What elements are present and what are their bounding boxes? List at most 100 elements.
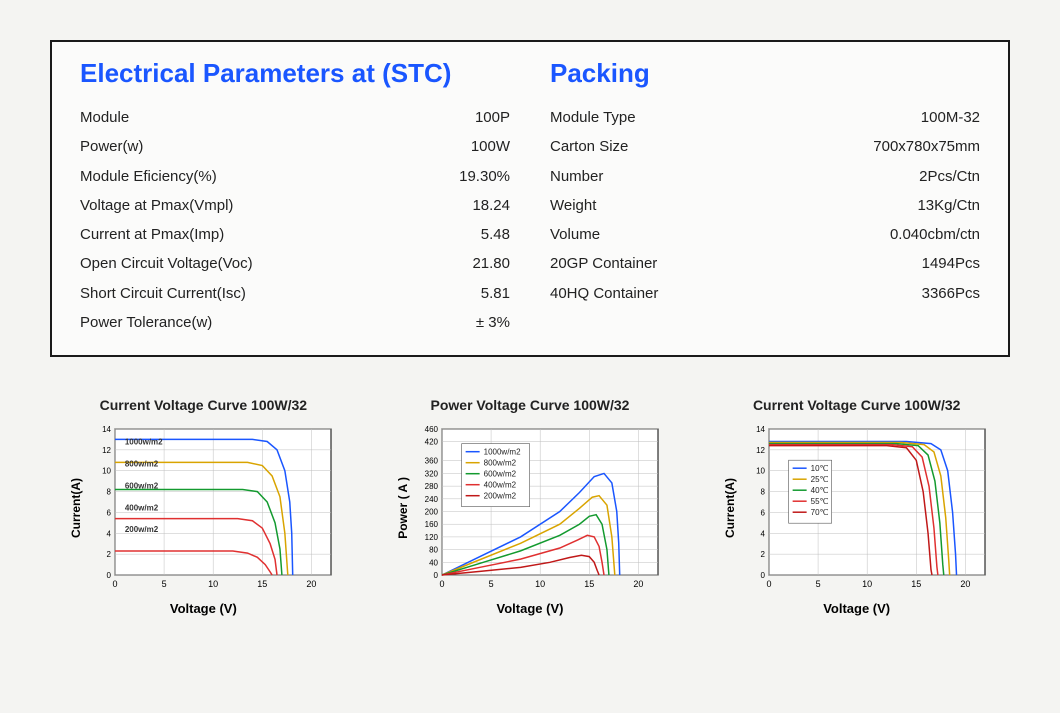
svg-text:0: 0 (766, 579, 771, 589)
svg-text:360: 360 (425, 457, 439, 466)
packing-row: Weight13Kg/Ctn (550, 191, 980, 220)
svg-text:120: 120 (425, 533, 439, 542)
packing-column: Packing Module Type 100M-32 Carton Size 700… (550, 58, 980, 337)
chart-svg: 0510152004080120160200240280320360420460… (414, 423, 664, 593)
spec-value: 21.80 (472, 249, 510, 278)
spec-value: 5.81 (481, 279, 510, 308)
spec-panel: Electrical Parameters at (STC) Module 100… (50, 40, 1010, 357)
spec-value: 1494Pcs (922, 249, 980, 278)
spec-label: Number (550, 162, 603, 191)
svg-text:20: 20 (960, 579, 970, 589)
svg-text:5: 5 (162, 579, 167, 589)
spec-label: Short Circuit Current(Isc) (80, 279, 246, 308)
spec-label: Voltage at Pmax(Vmpl) (80, 191, 233, 220)
x-axis-label: Voltage (V) (823, 601, 890, 616)
electrical-row: Voltage at Pmax(Vmpl) 18.24 (80, 191, 510, 220)
svg-text:0: 0 (760, 571, 765, 580)
electrical-row: Short Circuit Current(Isc) 5.81 (80, 279, 510, 308)
electrical-row: Module 100P (80, 103, 510, 132)
svg-text:240: 240 (425, 495, 439, 504)
spec-value: 19.30% (459, 162, 510, 191)
spec-value: 0.040cbm/ctn (890, 220, 980, 249)
spec-label: 40HQ Container (550, 279, 658, 308)
svg-text:6: 6 (107, 508, 112, 517)
svg-text:55℃: 55℃ (810, 497, 828, 506)
electrical-title: Electrical Parameters at (STC) (80, 58, 510, 89)
chart-svg: 05101520024681012141000w/m2800w/m2600w/m… (87, 423, 337, 593)
svg-text:600w/m2: 600w/m2 (484, 470, 517, 479)
spec-label: Carton Size (550, 132, 628, 161)
packing-row: 40HQ Container 3366Pcs (550, 279, 980, 308)
spec-value: 100M-32 (921, 103, 980, 132)
chart-pv: Power Voltage Curve 100W/32 Power ( A ) … (377, 397, 684, 616)
svg-text:800w/m2: 800w/m2 (125, 460, 159, 469)
electrical-row: Power Tolerance(w) ± 3% (80, 308, 510, 337)
svg-text:15: 15 (258, 579, 268, 589)
packing-row: Module Type 100M-32 (550, 103, 980, 132)
svg-text:10: 10 (756, 467, 765, 476)
packing-row: 20GP Container1494Pcs (550, 249, 980, 278)
spec-value: 5.48 (481, 220, 510, 249)
svg-text:70℃: 70℃ (810, 508, 828, 517)
svg-text:4: 4 (760, 529, 765, 538)
svg-text:400w/m2: 400w/m2 (484, 481, 517, 490)
y-axis-label: Power ( A ) (396, 477, 410, 539)
svg-text:10: 10 (535, 579, 545, 589)
electrical-row: Open Circuit Voltage(Voc) 21.80 (80, 249, 510, 278)
spec-value: 700x780x75mm (873, 132, 980, 161)
x-axis-label: Voltage (V) (170, 601, 237, 616)
electrical-column: Electrical Parameters at (STC) Module 100… (80, 58, 510, 337)
packing-row: Volume 0.040cbm/ctn (550, 220, 980, 249)
chart-title: Power Voltage Curve 100W/32 (431, 397, 630, 413)
spec-value: 13Kg/Ctn (917, 191, 980, 220)
svg-text:600w/m2: 600w/m2 (125, 481, 159, 490)
svg-text:4: 4 (107, 529, 112, 538)
svg-text:8: 8 (760, 488, 765, 497)
svg-text:5: 5 (815, 579, 820, 589)
svg-text:320: 320 (425, 469, 439, 478)
svg-text:40℃: 40℃ (810, 486, 828, 495)
svg-text:460: 460 (425, 425, 439, 434)
svg-text:0: 0 (439, 579, 444, 589)
svg-text:280: 280 (425, 482, 439, 491)
spec-label: Module Type (550, 103, 636, 132)
svg-text:0: 0 (434, 571, 439, 580)
svg-text:10: 10 (209, 579, 219, 589)
svg-text:0: 0 (107, 571, 112, 580)
spec-value: 18.24 (472, 191, 510, 220)
svg-text:14: 14 (756, 425, 765, 434)
packing-row: Number2Pcs/Ctn (550, 162, 980, 191)
spec-label: Open Circuit Voltage(Voc) (80, 249, 253, 278)
spec-value: ± 3% (476, 308, 510, 337)
electrical-row: Current at Pmax(Imp)5.48 (80, 220, 510, 249)
spec-label: Power Tolerance(w) (80, 308, 212, 337)
svg-text:15: 15 (584, 579, 594, 589)
svg-text:10: 10 (102, 467, 111, 476)
svg-text:14: 14 (102, 425, 111, 434)
svg-text:0: 0 (113, 579, 118, 589)
svg-text:15: 15 (911, 579, 921, 589)
svg-text:40: 40 (429, 558, 438, 567)
chart-title: Current Voltage Curve 100W/32 (100, 397, 307, 413)
spec-label: Power(w) (80, 132, 143, 161)
svg-text:400w/m2: 400w/m2 (125, 503, 159, 512)
svg-text:2: 2 (760, 550, 765, 559)
chart-iv-temp: Current Voltage Curve 100W/32 Current(A)… (703, 397, 1010, 616)
svg-text:420: 420 (425, 438, 439, 447)
svg-text:200w/m2: 200w/m2 (125, 525, 159, 534)
spec-value: 100P (475, 103, 510, 132)
svg-text:200w/m2: 200w/m2 (484, 492, 517, 501)
spec-value: 3366Pcs (922, 279, 980, 308)
svg-text:800w/m2: 800w/m2 (484, 459, 517, 468)
svg-text:10℃: 10℃ (810, 464, 828, 473)
svg-text:1000w/m2: 1000w/m2 (125, 438, 163, 447)
svg-text:20: 20 (307, 579, 317, 589)
spec-label: Volume (550, 220, 600, 249)
spec-value: 100W (471, 132, 510, 161)
packing-title: Packing (550, 58, 980, 89)
charts-row: Current Voltage Curve 100W/32 Current(A)… (50, 397, 1010, 616)
y-axis-label: Current(A) (69, 478, 83, 538)
svg-text:2: 2 (107, 550, 112, 559)
svg-text:80: 80 (429, 546, 438, 555)
spec-label: Module (80, 103, 129, 132)
